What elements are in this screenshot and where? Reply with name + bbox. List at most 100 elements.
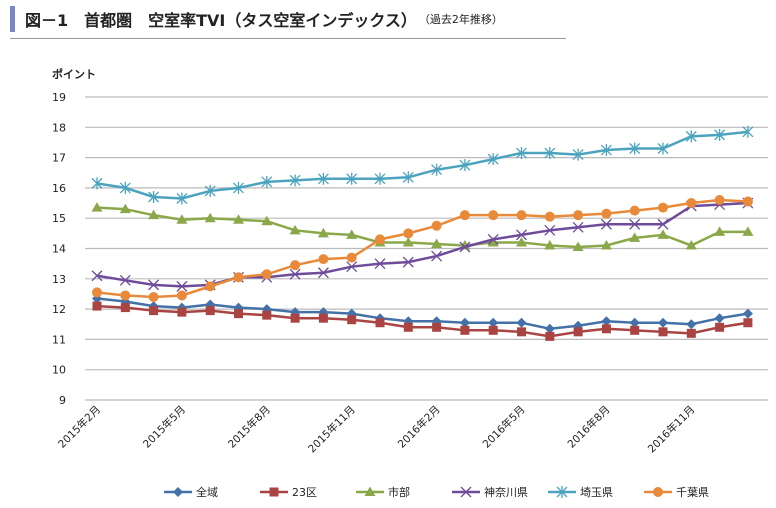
data-point <box>374 172 386 185</box>
data-point <box>403 228 414 239</box>
data-point <box>459 159 471 172</box>
x-tick-label: 2015年8月 <box>225 403 273 451</box>
data-point <box>516 210 527 221</box>
data-point <box>431 238 443 248</box>
data-point <box>573 327 583 337</box>
data-point <box>630 325 640 335</box>
data-point <box>742 308 753 319</box>
data-point <box>148 279 160 291</box>
data-point <box>346 172 358 185</box>
y-tick-label: 12 <box>52 303 66 316</box>
data-point <box>261 175 273 188</box>
data-point <box>487 153 499 166</box>
data-point <box>233 272 244 283</box>
data-point <box>658 202 668 213</box>
series-0: 全域 <box>92 293 753 499</box>
data-point <box>148 291 159 302</box>
data-point <box>346 252 357 263</box>
y-tick-label: 17 <box>52 152 66 165</box>
data-point <box>742 226 754 236</box>
x-tick-label: 2016年8月 <box>565 403 613 451</box>
data-point <box>148 190 160 203</box>
x-tick-label: 2016年11月 <box>645 403 697 455</box>
legend-label: 全域 <box>196 485 218 499</box>
legend-marker <box>460 486 472 498</box>
legend-marker <box>556 486 568 498</box>
data-point <box>120 303 130 313</box>
data-point <box>92 301 102 311</box>
data-point <box>91 202 103 212</box>
data-point <box>657 142 669 155</box>
chart-title: 図－1 首都圏 空室率TVI（タス空室インデックス） （過去2年推移） <box>10 6 503 32</box>
data-point <box>347 315 357 325</box>
data-point <box>402 171 414 184</box>
data-point <box>148 209 160 220</box>
data-point <box>290 260 301 271</box>
x-tick-label: 2015年2月 <box>55 403 103 451</box>
data-point <box>573 210 584 221</box>
data-point <box>432 322 442 332</box>
data-point <box>261 215 273 226</box>
data-point <box>488 210 499 221</box>
data-point <box>119 181 131 194</box>
data-point <box>374 258 386 270</box>
data-point <box>516 147 527 160</box>
x-tick-label: 2015年5月 <box>140 403 188 451</box>
data-point <box>600 218 612 230</box>
data-point <box>317 267 329 279</box>
data-point <box>544 211 555 222</box>
data-point <box>714 195 725 206</box>
data-point <box>460 325 470 335</box>
series-1: 23区 <box>92 301 753 499</box>
y-tick-label: 10 <box>52 364 66 377</box>
data-point <box>544 323 555 334</box>
legend-label: 埼玉県 <box>580 485 613 499</box>
data-point <box>714 128 726 141</box>
data-point <box>149 306 159 316</box>
data-point <box>629 317 640 328</box>
data-point <box>488 325 498 335</box>
data-point <box>459 317 470 328</box>
data-point <box>459 210 470 221</box>
y-tick-label: 15 <box>52 212 66 225</box>
y-tick-label: 16 <box>52 182 66 195</box>
data-point <box>233 181 244 194</box>
data-point <box>375 234 385 245</box>
data-point <box>629 232 641 242</box>
data-point <box>685 130 697 143</box>
data-point <box>544 239 556 250</box>
data-point <box>289 174 301 187</box>
data-point <box>714 226 726 236</box>
data-point <box>262 310 272 320</box>
data-point <box>204 184 216 197</box>
legend-marker <box>173 487 183 497</box>
series-line <box>96 297 749 331</box>
data-point <box>261 269 272 280</box>
data-point <box>289 224 301 235</box>
x-tick-label: 2015年11月 <box>305 403 357 455</box>
data-point <box>91 177 103 190</box>
data-point <box>289 268 301 280</box>
legend-marker <box>364 486 376 496</box>
data-point <box>91 270 103 282</box>
data-point <box>290 313 300 323</box>
y-tick-label: 19 <box>52 91 66 104</box>
data-point <box>516 229 527 241</box>
data-point <box>714 313 725 324</box>
data-point <box>545 331 555 341</box>
y-tick-label: 9 <box>59 394 66 407</box>
y-tick-label: 11 <box>52 333 66 346</box>
data-point <box>403 322 413 332</box>
data-point <box>205 306 215 316</box>
y-axis-label: ポイント <box>52 67 96 81</box>
data-point <box>346 261 358 273</box>
data-point <box>402 256 414 268</box>
data-point <box>544 147 556 160</box>
chart-subtitle: （過去2年推移） <box>418 13 503 26</box>
data-point <box>601 208 612 219</box>
data-point <box>234 309 243 319</box>
legend-marker <box>269 487 279 497</box>
data-point <box>92 287 102 298</box>
data-point <box>572 241 584 251</box>
